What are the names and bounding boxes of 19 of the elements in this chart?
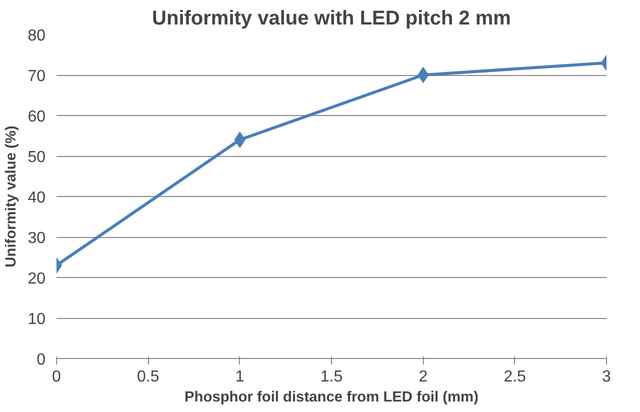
y-tick-label: 30 (28, 230, 46, 247)
x-axis-title: Phosphor foil distance from LED foil (mm) (184, 390, 479, 406)
x-tick-label: 0 (52, 368, 62, 386)
x-tick-label: 2.5 (504, 368, 526, 386)
y-tick-label: 60 (28, 108, 46, 126)
x-tick-label: 1.5 (320, 368, 343, 386)
y-axis-title: Uniformity value (%) (4, 126, 20, 268)
x-tick-label: 3 (602, 368, 612, 386)
y-tick-label: 0 (36, 352, 46, 368)
x-tick-label: 1 (235, 368, 244, 386)
x-tick-label: 0.5 (137, 368, 160, 386)
chart-title: Uniformity value with LED pitch 2 mm (152, 8, 511, 30)
y-tick-label: 40 (28, 190, 46, 206)
y-tick-label: 70 (28, 68, 46, 85)
y-tick-label: 50 (28, 149, 46, 166)
x-tick-label: 2 (418, 368, 428, 386)
y-tick-label: 20 (28, 270, 46, 288)
y-tick-label: 80 (28, 28, 46, 44)
y-tick-label: 10 (28, 311, 46, 328)
